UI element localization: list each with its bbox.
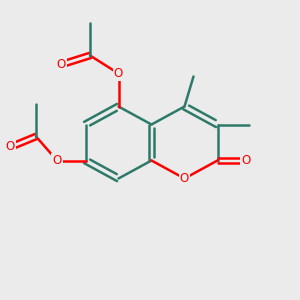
Text: O: O xyxy=(242,154,250,167)
Text: O: O xyxy=(57,58,66,71)
Text: O: O xyxy=(114,67,123,80)
Text: O: O xyxy=(180,172,189,185)
Text: O: O xyxy=(52,154,62,167)
Text: O: O xyxy=(6,140,15,154)
